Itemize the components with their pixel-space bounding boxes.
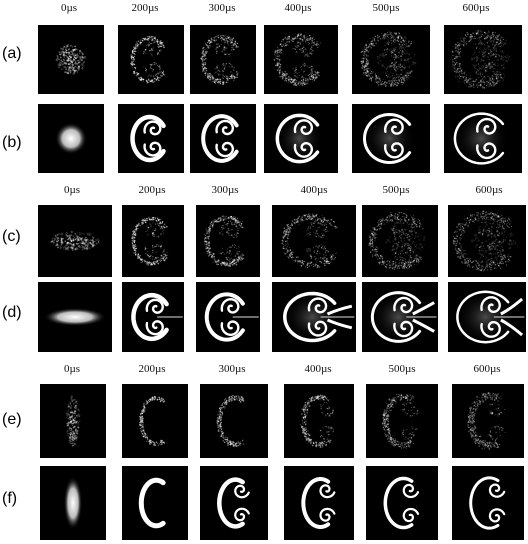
- image-e-300us: [216, 395, 245, 448]
- panel-d-400us: [272, 282, 356, 352]
- panel-f-500us: [366, 466, 438, 540]
- image-e-600us: [467, 392, 506, 450]
- time-label-c-0: 0µs: [63, 184, 81, 196]
- panel-d-0us: [38, 282, 112, 352]
- image-c-400us: [281, 213, 338, 269]
- image-f-0us: [63, 476, 83, 530]
- time-label-e-2: 300µs: [218, 363, 246, 375]
- panel-b-600us: [444, 104, 522, 173]
- image-d-400us: [283, 291, 355, 343]
- panel-c-600us: [448, 205, 526, 277]
- panel-a-200us: [118, 25, 184, 94]
- time-label-c-2: 300µs: [211, 184, 239, 196]
- image-c-300us: [203, 215, 245, 267]
- image-e-400us: [300, 394, 334, 449]
- time-label-c-3: 400µs: [300, 184, 328, 196]
- time-label-c-5: 600µs: [475, 184, 503, 196]
- row-label-a: (a): [2, 45, 22, 62]
- time-label-e-4: 500µs: [388, 363, 416, 375]
- image-a-300us: [200, 34, 239, 85]
- panel-a-500us: [352, 25, 430, 94]
- image-c-200us: [131, 216, 169, 266]
- time-label-e-0: 0µs: [63, 363, 81, 375]
- row-label-b: (b): [2, 134, 22, 151]
- time-label-a-1: 200µs: [131, 2, 159, 14]
- time-label-a-4: 500µs: [372, 2, 400, 14]
- image-f-600us: [469, 476, 506, 530]
- time-label-a-5: 600µs: [462, 2, 490, 14]
- panel-e-0us: [40, 384, 106, 458]
- panel-a-0us: [38, 25, 104, 94]
- panel-d-200us: [122, 282, 184, 352]
- image-b-600us: [453, 112, 510, 165]
- image-a-200us: [130, 35, 165, 84]
- time-label-e-1: 200µs: [138, 363, 166, 375]
- time-label-a-3: 400µs: [284, 2, 312, 14]
- image-b-200us: [130, 114, 166, 163]
- time-label-e-3: 400µs: [304, 363, 332, 375]
- panel-c-500us: [362, 205, 438, 277]
- image-f-300us: [217, 477, 250, 529]
- row-label-d: (d): [2, 304, 22, 321]
- image-a-600us: [451, 30, 511, 89]
- panel-e-300us: [200, 384, 268, 458]
- panel-c-300us: [196, 205, 260, 277]
- time-label-e-5: 600µs: [473, 363, 501, 375]
- panel-a-400us: [264, 25, 338, 94]
- time-label-a-0: 0µs: [60, 2, 78, 14]
- panel-d-500us: [362, 282, 438, 352]
- image-e-200us: [139, 396, 166, 447]
- image-b-300us: [201, 114, 239, 163]
- panel-b-500us: [352, 104, 430, 173]
- image-d-200us: [131, 292, 183, 342]
- panel-a-600us: [444, 25, 522, 94]
- panel-b-300us: [190, 104, 256, 173]
- image-e-0us: [65, 395, 81, 447]
- panel-e-400us: [284, 384, 354, 458]
- panel-b-200us: [118, 104, 184, 173]
- image-f-400us: [301, 477, 336, 529]
- image-d-600us: [455, 290, 525, 344]
- panel-c-0us: [38, 205, 112, 277]
- panel-c-400us: [272, 205, 356, 277]
- panel-d-300us: [196, 282, 260, 352]
- image-d-300us: [204, 292, 259, 342]
- image-b-0us: [55, 122, 87, 155]
- time-label-c-4: 500µs: [382, 184, 410, 196]
- row-label-f: (f): [2, 490, 18, 507]
- time-label-a-2: 300µs: [208, 2, 236, 14]
- image-f-500us: [383, 476, 420, 530]
- image-c-600us: [452, 210, 517, 272]
- panel-b-400us: [264, 104, 338, 173]
- time-label-c-1: 200µs: [138, 184, 166, 196]
- panel-b-0us: [38, 104, 104, 173]
- panel-f-300us: [200, 466, 268, 540]
- row-label-e: (e): [2, 411, 22, 428]
- image-c-0us: [50, 230, 100, 252]
- panel-a-300us: [190, 25, 256, 94]
- panel-d-600us: [448, 282, 526, 352]
- image-d-500us: [370, 291, 437, 343]
- panel-f-0us: [40, 466, 106, 540]
- panel-e-600us: [452, 384, 524, 458]
- image-e-500us: [381, 393, 419, 449]
- image-f-200us: [138, 477, 166, 529]
- panel-c-200us: [122, 205, 184, 277]
- image-a-400us: [273, 33, 321, 86]
- panel-e-500us: [366, 384, 438, 458]
- image-c-500us: [368, 211, 426, 270]
- image-a-0us: [55, 43, 87, 75]
- image-b-400us: [275, 113, 323, 164]
- panel-f-400us: [284, 466, 354, 540]
- image-a-500us: [360, 31, 417, 88]
- panel-f-200us: [122, 466, 188, 540]
- image-b-500us: [362, 112, 416, 165]
- panel-e-200us: [122, 384, 188, 458]
- row-label-c: (c): [2, 228, 21, 245]
- image-d-0us: [43, 307, 107, 327]
- panel-f-600us: [452, 466, 524, 540]
